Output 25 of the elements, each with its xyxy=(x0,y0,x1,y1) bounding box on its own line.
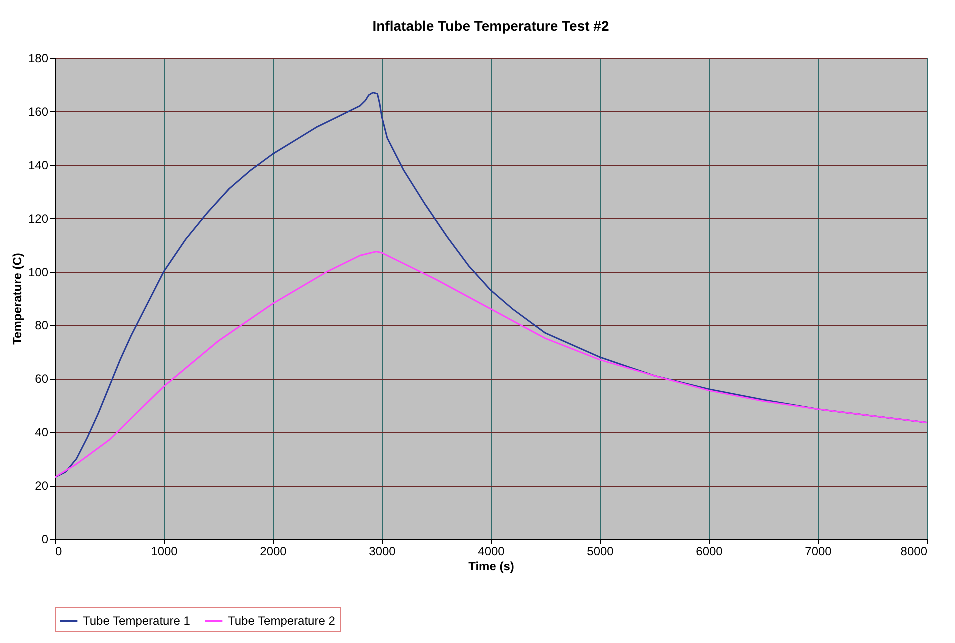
x-tick-label: 3000 xyxy=(369,544,396,558)
x-tick-label: 8000 xyxy=(900,544,928,558)
y-tick-label: 140 xyxy=(28,158,49,172)
y-tick-label: 60 xyxy=(35,372,49,386)
x-tick-label: 1000 xyxy=(151,544,178,558)
y-tick-label: 80 xyxy=(35,318,49,333)
legend-label: Tube Temperature 2 xyxy=(228,614,336,628)
y-axis-title: Temperature (C) xyxy=(10,253,24,345)
y-tick-label: 20 xyxy=(35,479,49,494)
y-tick-label: 160 xyxy=(28,104,49,119)
x-tick-label: 5000 xyxy=(587,544,614,558)
x-tick-label: 0 xyxy=(56,544,62,558)
chart-title: Inflatable Tube Temperature Test #2 xyxy=(372,18,610,34)
line-series xyxy=(55,250,927,478)
y-tick-label: 180 xyxy=(28,52,49,66)
y-tick-label: 120 xyxy=(28,212,49,226)
x-tick-label: 7000 xyxy=(805,544,832,558)
legend-label: Tube Temperature 1 xyxy=(83,614,191,628)
y-tick-label: 100 xyxy=(28,265,49,280)
x-tick-label: 6000 xyxy=(696,544,724,558)
x-axis-title: Time (s) xyxy=(468,560,514,574)
x-tick-label: 4000 xyxy=(478,544,506,558)
y-tick-label: 40 xyxy=(35,426,49,440)
x-tick-label: 2000 xyxy=(260,544,288,558)
y-tick-label: 0 xyxy=(42,532,49,546)
